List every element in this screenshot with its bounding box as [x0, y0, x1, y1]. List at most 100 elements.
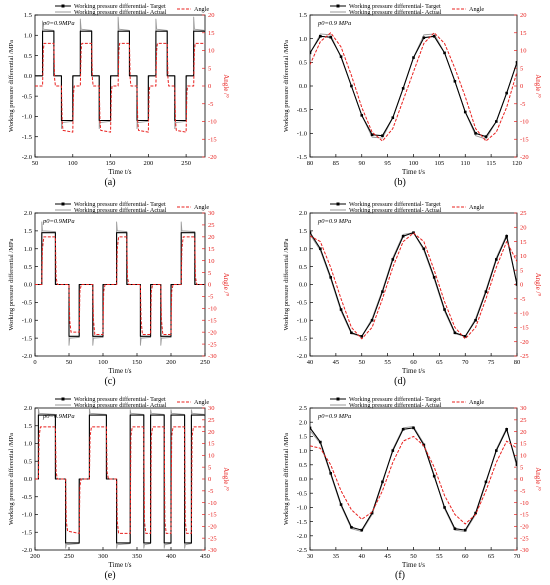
y2-tick-label: -15: [520, 325, 529, 332]
pressure-annotation: p0=0.9MPa: [42, 20, 75, 27]
y-tick-label: 0.5: [299, 264, 307, 271]
legend-actual-label: Working pressure differential- Actual: [349, 207, 442, 214]
x-tick-label: 75: [488, 359, 495, 366]
chart-panel-e: 200 250 300 350 400 450-2.0-1.5-1.0-0.50.00.5…: [8, 396, 230, 581]
series-target-point: [350, 84, 353, 88]
y-tick-label: 0.0: [299, 83, 307, 90]
series-target-point: [432, 35, 436, 38]
x-tick-label: 115: [486, 160, 496, 167]
series-line-actual: [35, 408, 205, 549]
y2-tick-label: 10: [208, 48, 215, 55]
series-target-point: [310, 51, 312, 55]
x-tick-label: 70: [462, 359, 469, 366]
y-tick-label: 0.0: [299, 476, 307, 483]
series-target-point: [391, 449, 395, 452]
y2-tick-label: 10: [208, 258, 215, 265]
series-target-point: [515, 61, 517, 64]
series-target-point: [339, 55, 343, 58]
x-tick-label: 60: [462, 553, 469, 560]
x-tick-label: 85: [333, 160, 340, 167]
series-target-point: [329, 276, 332, 279]
panel-label: (b): [394, 177, 406, 188]
series-target-point: [401, 234, 405, 238]
data-layer: [35, 221, 205, 346]
y-tick-label: -0.5: [297, 490, 307, 497]
x-tick-label: 80: [307, 160, 314, 167]
y-tick-label: 0.5: [299, 462, 307, 469]
y2-tick-label: -20: [208, 524, 217, 531]
series-target-point: [474, 132, 477, 135]
y-axis-label: Working pressure differential /MPa: [283, 433, 290, 525]
x-axis-label: Time t/s: [109, 367, 132, 375]
y2-tick-label: -5: [208, 294, 213, 301]
series-target-point: [360, 528, 364, 532]
x-tick-label: 200: [166, 359, 176, 366]
x-tick-label: 90: [359, 160, 366, 167]
series-target-point: [401, 428, 405, 431]
series-line-angle: [310, 32, 517, 142]
legend: Working pressure differential- TargetWor…: [55, 3, 209, 16]
series-line-angle: [35, 236, 205, 336]
y-tick-label: 1.0: [24, 32, 32, 39]
series-target-point: [310, 426, 312, 430]
y-tick-label: -1.0: [297, 317, 307, 324]
y-tick-label: -0.5: [22, 93, 32, 100]
y2-tick-label: -20: [208, 329, 217, 336]
x-tick-label: 65: [436, 359, 443, 366]
x-axis-label: Time t/s: [109, 561, 132, 569]
series-target-point: [422, 247, 426, 251]
series-target-point: [412, 426, 415, 430]
x-tick-label: 45: [384, 553, 391, 560]
series-target-point: [360, 114, 364, 117]
series-target-point: [495, 120, 498, 123]
y2-axis-label: Angle /°: [534, 467, 542, 491]
y2-tick-label: -20: [208, 154, 217, 161]
y-tick-label: 2.0: [299, 419, 307, 426]
y2-tick-label: 0: [520, 476, 523, 483]
y-axis-label: Working pressure differential /MPa: [8, 238, 15, 330]
y2-tick-label: -20: [520, 339, 529, 346]
y2-tick-label: 10: [520, 253, 527, 260]
series-target-point: [319, 247, 322, 251]
y-tick-label: 1.5: [299, 12, 307, 19]
y2-tick-label: 0: [208, 83, 211, 90]
y-tick-label: -1.5: [22, 335, 32, 342]
x-tick-label: 250: [200, 359, 210, 366]
data-layer: [35, 408, 205, 549]
x-tick-label: 250: [181, 160, 191, 167]
series-target-point: [319, 35, 322, 38]
series-target-point: [412, 56, 415, 59]
y2-tick-label: 20: [520, 12, 527, 19]
y2-tick-label: -25: [520, 535, 529, 542]
x-tick-label: 65: [488, 553, 495, 560]
series-target-point: [484, 480, 488, 484]
y2-tick-label: 0: [520, 282, 523, 289]
chart-panel-b: 80 85 90 95 100 105 110 115 120-1.5-1.0-0.50.00.…: [283, 3, 542, 188]
y-tick-label: 1.0: [24, 441, 32, 448]
series-target-point: [391, 258, 395, 261]
y2-tick-label: -20: [520, 154, 529, 161]
y2-tick-label: -30: [208, 547, 217, 554]
y2-tick-label: -5: [208, 488, 213, 495]
legend-angle-label: Angle: [194, 204, 209, 211]
legend-target-label: Working pressure differential- Target: [74, 201, 166, 208]
plot-frame: [309, 212, 518, 357]
legend-angle-label: Angle: [469, 399, 484, 406]
y2-tick-label: 20: [208, 234, 215, 241]
data-layer: [35, 16, 205, 133]
y2-tick-label: -5: [208, 101, 213, 108]
y-tick-label: 1.5: [24, 228, 32, 235]
series-line-target: [35, 414, 205, 544]
y2-tick-label: -30: [208, 353, 217, 360]
x-tick-label: 100: [409, 160, 419, 167]
data-layer: [310, 231, 517, 340]
y-tick-label: 0.0: [24, 73, 32, 80]
y2-tick-label: -5: [520, 296, 525, 303]
y2-tick-label: 30: [208, 210, 215, 217]
y2-tick-label: 25: [208, 417, 215, 424]
legend-angle-label: Angle: [194, 399, 209, 406]
y2-tick-label: 10: [208, 453, 215, 460]
x-tick-label: 60: [410, 359, 417, 366]
y-tick-label: -2.5: [297, 547, 307, 554]
x-tick-label: 120: [512, 160, 522, 167]
